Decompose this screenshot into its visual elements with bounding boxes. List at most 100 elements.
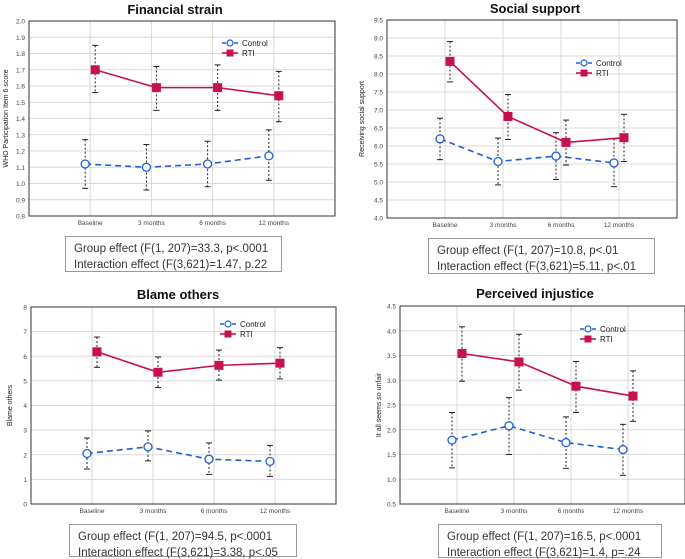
rti-point [151, 83, 161, 93]
y-tick-label: 5.5 [374, 162, 383, 169]
chart-panel-4: Perceived injustice 0.5 1.0 1.5 2.0 2.5 3.0 3.5… [376, 286, 685, 515]
plot-frame [399, 305, 685, 505]
control-point [551, 151, 561, 161]
y-tick-label: 1.2 [16, 149, 25, 156]
y-tick-label: 2.0 [387, 427, 396, 434]
rti-series-line [96, 351, 281, 374]
chart-title: Social support [490, 1, 581, 16]
y-tick-label: 1.8 [16, 51, 25, 58]
y-tick-label: 7.0 [374, 108, 383, 115]
rti-point [274, 91, 284, 101]
rti-point [561, 137, 571, 147]
x-tick-label: 6 months [199, 220, 226, 227]
plot-frame [30, 306, 337, 505]
rti-point [275, 358, 285, 368]
rti-point [213, 83, 223, 93]
y-tick-label: 1.5 [387, 452, 396, 459]
y-axis-label: Blame others [7, 384, 14, 426]
y-tick-label: 5.0 [374, 180, 383, 187]
legend-rti-label: RTI [600, 335, 613, 344]
control-point [204, 454, 214, 464]
legend-control-label: Control [596, 59, 622, 68]
legend-rti-marker [226, 49, 234, 57]
y-tick-label: 4 [23, 403, 27, 410]
y-tick-label: 5 [23, 378, 27, 385]
rti-point [571, 381, 581, 391]
chart-panel-2: Social support 4.0 4.5 5.0 5.5 6.0 6.5 7.0 7.5 8.… [359, 1, 678, 229]
x-tick-label: 6 months [548, 222, 575, 229]
x-tick-label: Baseline [445, 508, 470, 515]
control-point [435, 134, 445, 144]
x-tick-label: 3 months [140, 508, 167, 515]
legend-rti-label: RTI [242, 49, 255, 58]
x-tick-label: 3 months [138, 220, 165, 227]
rti-point [92, 347, 102, 357]
legend-control-marker [226, 39, 234, 47]
rti-point [153, 367, 163, 377]
y-axis-label: WHO Participation Item 6 score [3, 69, 10, 167]
control-point [561, 437, 571, 448]
y-tick-label: 1.5 [16, 100, 25, 107]
y-tick-label: 2.5 [387, 403, 396, 410]
y-axis-label: It all seems so unfair [376, 372, 383, 437]
y-tick-label: 1.3 [16, 132, 25, 139]
y-tick-label: 7 [23, 329, 27, 336]
x-tick-label: 6 months [201, 508, 228, 515]
y-tick-label: 3.5 [387, 353, 396, 360]
legend-rti-marker [584, 335, 592, 343]
y-tick-label: 4.0 [374, 216, 383, 223]
y-tick-label: 8.5 [374, 54, 383, 61]
control-point [504, 421, 514, 431]
group-effect-text: Group effect (F(1, 207)=10.8, p<.01 [437, 245, 619, 257]
x-tick-label: 12 months [604, 222, 635, 229]
rti-series-line [94, 68, 279, 97]
control-point [618, 444, 628, 455]
legend-control-marker [580, 59, 588, 67]
stats-box: Group effect (F(1, 207)=33.3, p<.0001 Int… [65, 236, 282, 272]
y-tick-label: 0.8 [16, 214, 25, 221]
control-point [80, 159, 90, 169]
y-tick-label: 4.5 [374, 198, 383, 205]
y-tick-label: 8 [23, 305, 27, 312]
y-tick-label: 1.7 [16, 67, 25, 74]
group-effect-text: Group effect (F(1, 207)=16.5, p<.0001 [447, 531, 642, 543]
legend-control-label: Control [240, 320, 266, 329]
interaction-effect-text: Interaction effect (F(3,621)=1.47, p.22 [74, 259, 268, 271]
rti-series-line [449, 60, 625, 144]
legend-rti-marker [224, 330, 232, 338]
control-point [143, 442, 153, 452]
control-series-line [86, 446, 271, 463]
legend-control-label: Control [600, 325, 626, 334]
interaction-effect-text: Interaction effect (F(3,621)=1.4, p=.24 [447, 547, 641, 559]
rti-point [628, 391, 638, 401]
rti-point [90, 65, 100, 75]
y-tick-label: 1.1 [16, 165, 25, 172]
y-tick-label: 0 [23, 502, 27, 509]
chart-panel-1: Financial strain 0.8 0.9 1.0 1.1 1.2 1.3 1.4 1.5… [3, 2, 336, 227]
legend-control-marker [224, 320, 232, 328]
control-point [493, 156, 503, 167]
y-tick-label: 4.0 [387, 328, 396, 335]
y-tick-label: 4.5 [387, 304, 396, 311]
y-tick-label: 3 [23, 428, 27, 435]
y-tick-label: 9.0 [374, 36, 383, 43]
rti-point [445, 56, 455, 66]
y-tick-label: 3.0 [387, 378, 396, 385]
chart-panel-3: Blame others 0 1 2 3 4 5 6 7 8 Baseline 3 months 6 m… [7, 287, 337, 515]
x-tick-label: 12 months [260, 508, 291, 515]
y-tick-label: 6 [23, 354, 27, 361]
control-point [141, 162, 152, 172]
stats-box: Group effect (F(1, 207)=94.5, p<.0001 Int… [69, 524, 297, 559]
x-tick-label: Baseline [80, 508, 105, 515]
y-tick-label: 6.5 [374, 126, 383, 133]
chart-title: Blame others [137, 287, 219, 302]
y-tick-label: 0.5 [387, 502, 396, 509]
y-axis-label: Receiving social support [359, 81, 366, 157]
y-tick-label: 1.0 [16, 181, 25, 188]
legend-rti-label: RTI [240, 330, 253, 339]
x-tick-label: Baseline [433, 222, 458, 229]
rti-point [619, 133, 629, 143]
control-series-line [85, 155, 269, 169]
interaction-effect-text: Interaction effect (F(3,621)=3.38, p<.05 [78, 547, 278, 559]
